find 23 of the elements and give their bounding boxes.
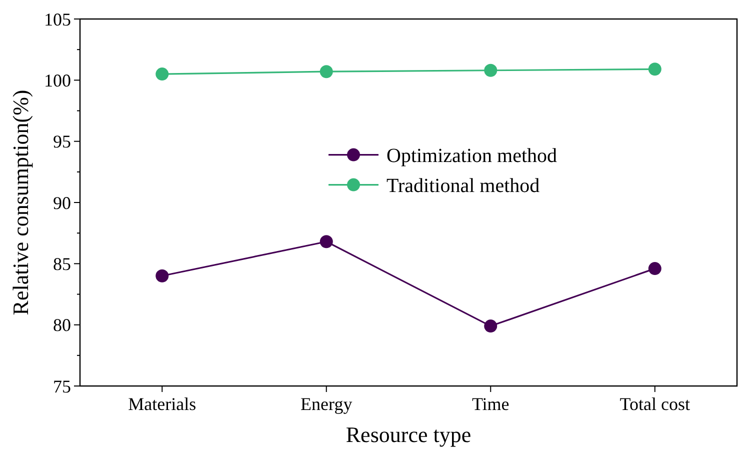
- point: [484, 64, 498, 77]
- point: [484, 320, 498, 333]
- x-tick-label: Total cost: [620, 394, 690, 414]
- y-tick-label: 80: [53, 315, 71, 336]
- x-axis-title: Resource type: [346, 422, 472, 447]
- y-tick-label: 85: [53, 254, 71, 274]
- y-tick-label: 105: [44, 9, 71, 30]
- y-tick-label: 95: [53, 132, 71, 152]
- y-axis-title: Relative consumption(%): [8, 90, 33, 316]
- point: [648, 262, 662, 276]
- x-tick-label: Materials: [128, 394, 196, 414]
- point: [156, 68, 169, 81]
- y-tick-label: 75: [53, 376, 71, 396]
- legend-label: Optimization method: [386, 144, 558, 167]
- x-tick-label: Energy: [300, 394, 352, 414]
- point: [320, 235, 333, 248]
- x-tick-label: Time: [472, 394, 510, 414]
- point: [648, 62, 662, 76]
- legend-label: Traditional method: [386, 174, 540, 197]
- point: [156, 269, 169, 282]
- y-tick-label: 90: [53, 192, 71, 213]
- point: [320, 65, 333, 78]
- y-tick-label: 100: [44, 70, 71, 90]
